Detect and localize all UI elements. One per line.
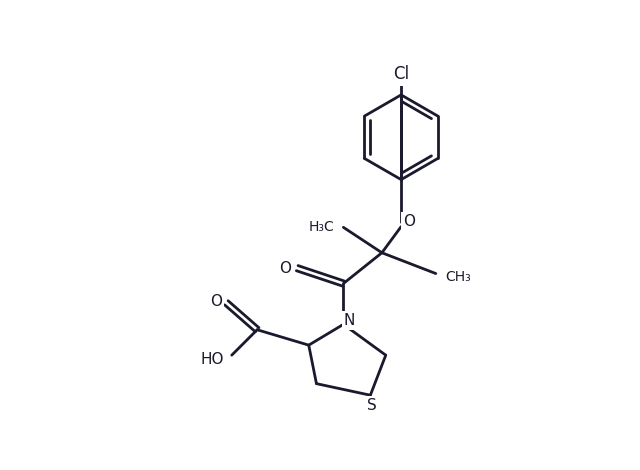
Text: CH₃: CH₃ xyxy=(445,270,471,284)
Text: Cl: Cl xyxy=(393,65,409,83)
Text: N: N xyxy=(344,313,355,328)
Text: S: S xyxy=(367,399,377,414)
Text: H₃C: H₃C xyxy=(308,220,334,235)
Text: O: O xyxy=(279,261,291,275)
Text: HO: HO xyxy=(200,352,224,367)
Text: O: O xyxy=(403,214,415,229)
Text: O: O xyxy=(210,294,221,309)
